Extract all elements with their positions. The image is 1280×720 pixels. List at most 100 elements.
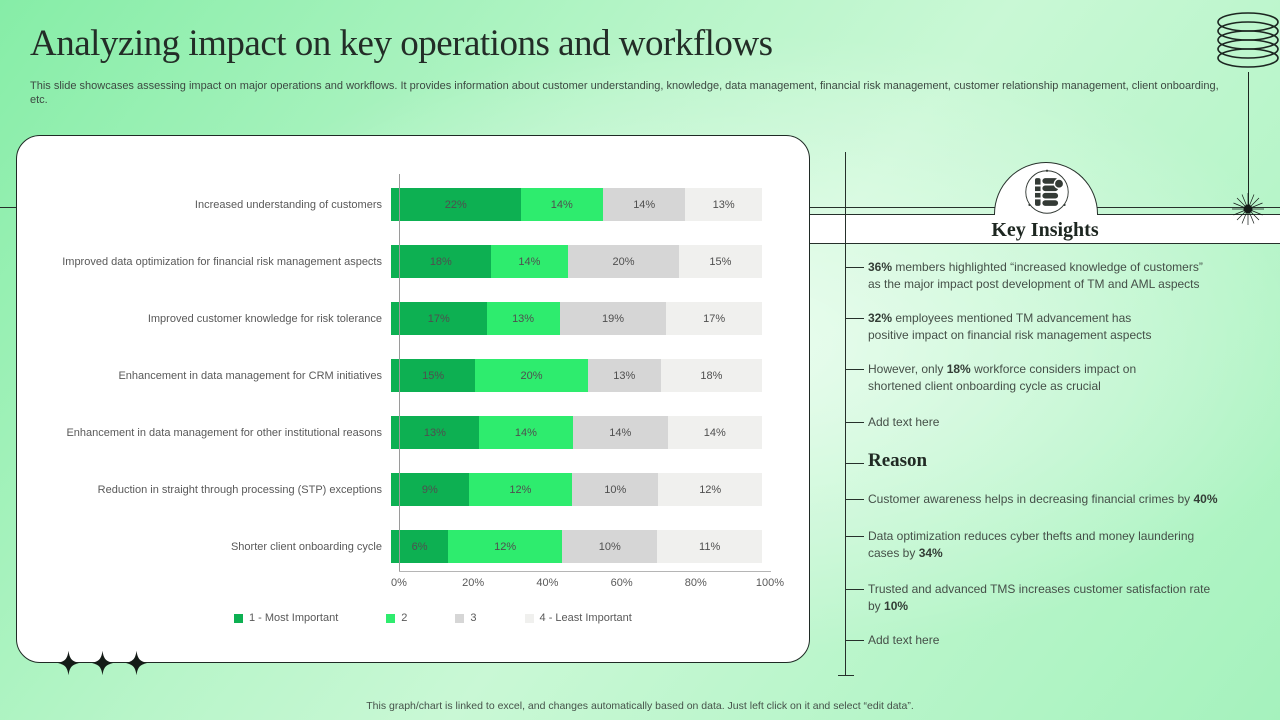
- category-label: Increased understanding of customers: [194, 198, 382, 211]
- bar-segment: 13%: [587, 359, 661, 392]
- row-bars: 22% 14% 14% 13%: [391, 188, 762, 221]
- row-bars: 15% 20% 13% 18%: [391, 359, 762, 392]
- row-bars: 9% 12% 10% 12%: [391, 473, 762, 506]
- legend-swatch: [455, 613, 465, 623]
- legend-label: 4 - Least Important: [539, 612, 632, 624]
- chart-rows: Increased understanding of customers 22% 1…: [17, 188, 809, 587]
- legend-item: 2: [386, 612, 407, 624]
- key-insights-title: Key Insights: [991, 219, 1099, 241]
- bar-segment: 12%: [658, 473, 762, 506]
- bar-segment: 15%: [391, 359, 476, 392]
- x-axis-line: [399, 571, 771, 572]
- insight-item: 32% employees mentioned TM advancement h…: [868, 311, 1152, 342]
- coil-spring-icon: [1217, 12, 1279, 68]
- reason-heading: Reason: [868, 450, 928, 471]
- axis-tick-label: 80%: [684, 577, 707, 589]
- axis-tick-label: 100%: [755, 577, 785, 589]
- chart-row: Reduction in straight through processing…: [17, 473, 809, 506]
- legend-swatch: [386, 613, 396, 623]
- insight-item: Customer awareness helps in decreasing f…: [868, 492, 1218, 506]
- add-text-placeholder[interactable]: Add text here: [868, 415, 940, 429]
- chart-row: Improved data optimization for financial…: [17, 245, 809, 278]
- insight-item: Data optimization reduces cyber thefts a…: [868, 529, 1195, 560]
- category-label: Improved customer knowledge for risk tol…: [147, 312, 382, 325]
- axis-tick-label: 20%: [462, 577, 485, 589]
- add-text-placeholder[interactable]: Add text here: [868, 633, 940, 647]
- chart-row: Enhancement in data management for other…: [17, 416, 809, 449]
- insights-connector-end-tick: [838, 675, 854, 676]
- row-bars: 6% 12% 10% 11%: [391, 530, 762, 563]
- insight-tick: [846, 318, 864, 319]
- key-insights-band: [810, 214, 1280, 244]
- bar-segment: 19%: [559, 302, 667, 335]
- legend-label: 1 - Most Important: [249, 612, 339, 624]
- page-title: Analyzing impact on key operations and w…: [30, 23, 773, 64]
- insight-tick: [846, 499, 864, 500]
- page-subtitle: This slide showcases assessing impact on…: [30, 80, 1219, 106]
- bar-segment: 9%: [391, 473, 469, 506]
- axis-tick-label: 40%: [536, 577, 559, 589]
- legend-swatch: [524, 613, 534, 623]
- bar-segment: 15%: [678, 245, 762, 278]
- insight-tick: [846, 640, 864, 641]
- axis-tick-label: 0%: [391, 577, 407, 589]
- bar-segment: 22%: [391, 188, 521, 221]
- insight-tick: [846, 422, 864, 423]
- chart-row: Shorter client onboarding cycle 6% 12% 10% 1…: [17, 530, 809, 563]
- insight-tick: [846, 267, 864, 268]
- bar-segment: 14%: [602, 188, 686, 221]
- legend-label: 3: [470, 612, 477, 624]
- legend-swatch: [234, 613, 243, 623]
- bar-segment: 13%: [391, 416, 479, 449]
- chart-row: Increased understanding of customers 22% 1…: [17, 188, 809, 221]
- bar-segment: 14%: [573, 416, 668, 449]
- row-bars: 17% 13% 19% 17%: [391, 302, 762, 335]
- category-label: Improved data optimization for financial…: [62, 255, 382, 268]
- bar-segment: 13%: [486, 302, 560, 335]
- footer-note: This graph/chart is linked to excel, and…: [366, 700, 914, 712]
- chart-card[interactable]: Increased understanding of customers 22% 1…: [16, 135, 810, 663]
- bar-segment: 12%: [448, 530, 563, 563]
- four-point-star-icon: [126, 650, 147, 676]
- insight-tick: [846, 536, 864, 537]
- insight-tick: [846, 463, 864, 464]
- y-axis-line: [399, 174, 400, 572]
- insight-item: 36% members highlighted “increased knowl…: [868, 260, 1203, 291]
- notebook-icon: [1025, 169, 1069, 214]
- insights-connector-line: [845, 152, 846, 676]
- chart-row: Enhancement in data management for CRM i…: [17, 359, 809, 392]
- bar-segment: 20%: [568, 245, 679, 278]
- bar-segment: 6%: [391, 530, 449, 563]
- category-label: Enhancement in data management for CRM i…: [118, 369, 382, 382]
- chart-legend: 1 - Most Important 2 3 4 - Least Important: [234, 612, 632, 624]
- bar-segment: 18%: [391, 245, 491, 278]
- bar-segment: 17%: [391, 302, 487, 335]
- bar-segment: 12%: [468, 473, 573, 506]
- insight-tick: [846, 369, 864, 370]
- chart-row: Improved customer knowledge for risk tol…: [17, 302, 809, 335]
- category-label: Enhancement in data management for other…: [66, 426, 382, 439]
- legend-item: 4 - Least Important: [524, 612, 632, 624]
- bar-segment: 10%: [562, 530, 658, 563]
- row-bars: 13% 14% 14% 14%: [391, 416, 762, 449]
- row-bars: 18% 14% 20% 15%: [391, 245, 762, 278]
- bar-segment: 13%: [685, 188, 762, 221]
- legend-label: 2: [401, 612, 408, 624]
- bar-segment: 10%: [572, 473, 659, 506]
- bar-segment: 14%: [667, 416, 762, 449]
- category-label: Reduction in straight through processing…: [97, 483, 382, 496]
- axis-tick-label: 60%: [610, 577, 633, 589]
- insight-item: Trusted and advanced TMS increases custo…: [868, 582, 1211, 613]
- starburst-icon: [1232, 193, 1264, 225]
- category-label: Shorter client onboarding cycle: [230, 540, 382, 553]
- four-point-star-icon: [58, 650, 79, 676]
- bar-segment: 17%: [666, 302, 762, 335]
- dome-badge: [994, 162, 1098, 215]
- bar-segment: 20%: [475, 359, 588, 392]
- bar-segment: 18%: [660, 359, 762, 392]
- bar-segment: 11%: [657, 530, 762, 563]
- drop-line: [1248, 72, 1249, 209]
- four-point-star-icon: [92, 650, 113, 676]
- bar-segment: 14%: [520, 188, 603, 221]
- bar-segment: 14%: [478, 416, 574, 449]
